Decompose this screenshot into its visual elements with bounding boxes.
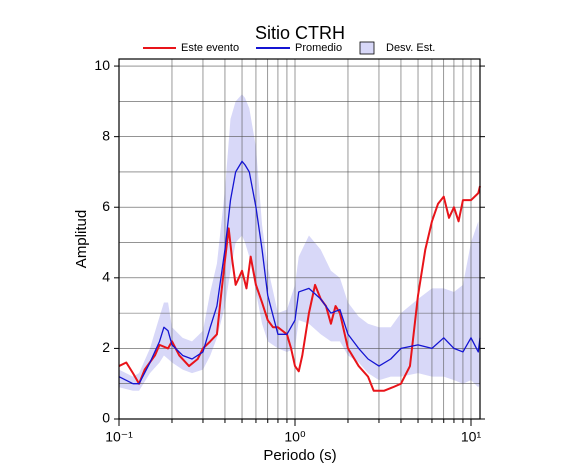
chart-title: Sitio CTRH [255, 23, 345, 43]
series-line [118, 160, 481, 385]
y-tick-label: 10 [94, 57, 110, 73]
y-tick-label: 4 [102, 269, 110, 285]
x-tick-label: 10⁻¹ [105, 429, 133, 445]
y-tick-label: 8 [102, 127, 110, 143]
x-axis-label: Periodo (s) [263, 447, 336, 464]
series-line [118, 185, 481, 392]
y-tick-label: 2 [102, 339, 110, 355]
y-axis-label: Amplitud [73, 210, 90, 268]
y-tick-label: 6 [102, 198, 110, 214]
x-tick-label: 10⁰ [284, 429, 306, 445]
plot-frame [118, 58, 481, 420]
std-band [119, 94, 480, 391]
legend-label: Desv. Est. [386, 42, 435, 54]
legend-label: Este evento [181, 42, 239, 54]
y-tick-label: 0 [102, 410, 110, 426]
legend-label: Promedio [295, 42, 342, 54]
legend-swatch [359, 41, 375, 55]
x-tick-label: 10¹ [461, 429, 482, 445]
